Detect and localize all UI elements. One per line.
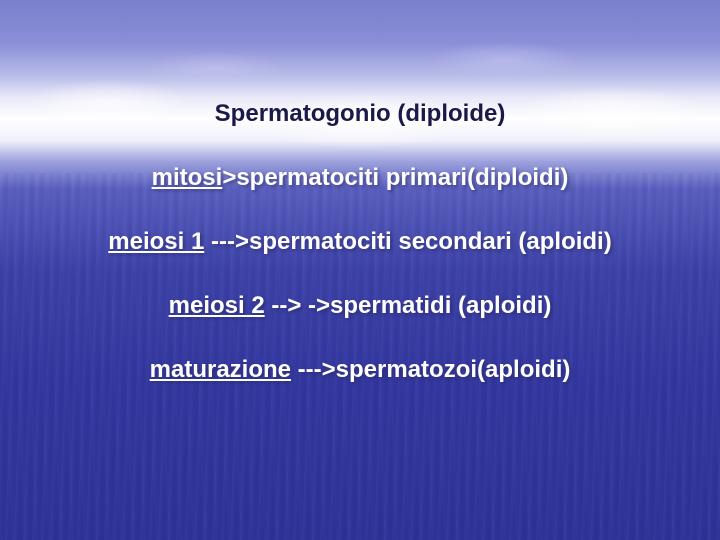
body-line-2: meiosi 1 --->spermatociti secondari (apl… <box>0 228 720 256</box>
line-rest: >spermatociti primari(diploidi) <box>222 164 568 191</box>
slide-content: Spermatogonio (diploide) mitosi>spermato… <box>0 0 720 540</box>
underlined-term: meiosi 1 <box>108 228 204 255</box>
line-rest: --->spermatozoi(aploidi) <box>291 356 570 383</box>
slide: Spermatogonio (diploide) mitosi>spermato… <box>0 0 720 540</box>
body-line-3: meiosi 2 --> ->spermatidi (aploidi) <box>0 292 720 320</box>
underlined-term: meiosi 2 <box>169 292 265 319</box>
line-rest: --> ->spermatidi (aploidi) <box>265 292 552 319</box>
underlined-term: maturazione <box>150 356 291 383</box>
body-line-1: mitosi>spermatociti primari(diploidi) <box>0 164 720 192</box>
slide-title: Spermatogonio (diploide) <box>0 100 720 128</box>
line-rest: --->spermatociti secondari (aploidi) <box>204 228 611 255</box>
body-line-4: maturazione --->spermatozoi(aploidi) <box>0 356 720 384</box>
underlined-term: mitosi <box>152 164 223 191</box>
